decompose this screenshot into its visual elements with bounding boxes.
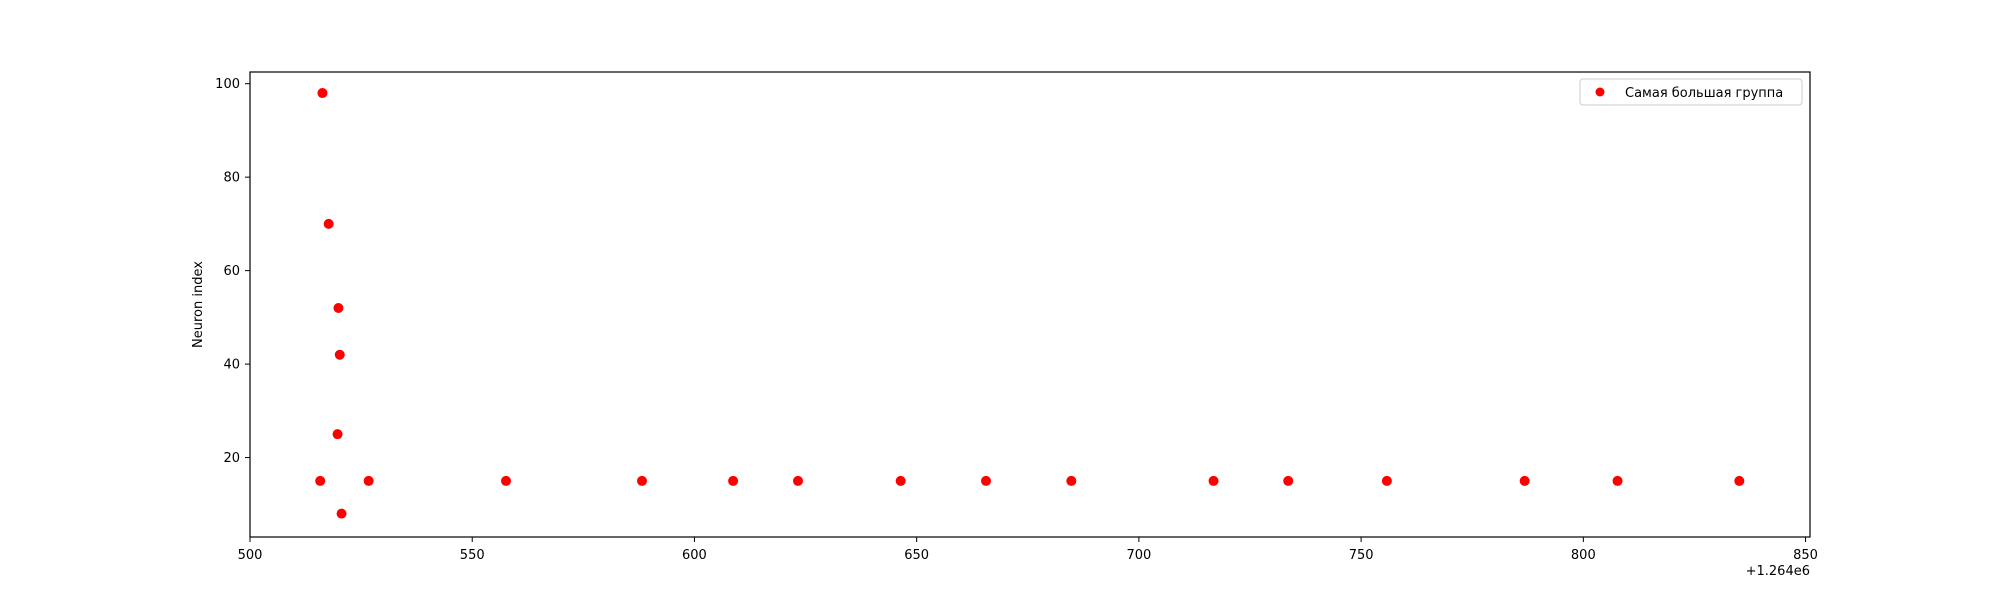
x-tick-label: 700: [1126, 548, 1151, 563]
data-point: [334, 349, 345, 360]
data-point: [1612, 475, 1623, 486]
data-point: [1734, 475, 1745, 486]
plot-frame: [249, 71, 1811, 538]
data-point: [1066, 475, 1077, 486]
data-point: [981, 475, 991, 486]
y-tick-label: 20: [223, 451, 240, 466]
data-point: [1283, 475, 1294, 486]
data-points: [315, 88, 1745, 519]
y-tick-label: 60: [223, 264, 240, 279]
data-point: [1381, 475, 1392, 486]
data-point: [793, 475, 803, 486]
legend: Самая большая группа: [1579, 78, 1803, 106]
data-point: [336, 508, 347, 519]
legend-marker: [1595, 87, 1605, 97]
data-point: [333, 303, 344, 314]
data-point: [1208, 475, 1219, 486]
data-point: [637, 475, 647, 486]
data-point: [895, 475, 906, 486]
data-point: [363, 475, 374, 486]
x-tick-label: 850: [1793, 548, 1818, 563]
x-tick-label: 600: [682, 548, 707, 563]
y-tick-label: 80: [223, 171, 240, 186]
data-point: [332, 429, 343, 440]
x-tick-label: 650: [904, 548, 929, 563]
data-point: [315, 475, 326, 486]
x-tick-label: 500: [238, 548, 263, 563]
data-point: [501, 475, 511, 486]
x-axis-offset-label: +1.264e6: [1746, 564, 1810, 579]
x-tick-label: 800: [1571, 548, 1596, 563]
legend-box: [1579, 78, 1803, 106]
x-tick-label: 750: [1349, 548, 1374, 563]
x-tick-label: 550: [460, 548, 485, 563]
data-point: [728, 475, 739, 486]
y-axis-label: Neuron index: [191, 261, 206, 348]
y-tick-label: 100: [215, 77, 240, 92]
data-point: [317, 88, 328, 99]
data-point: [1519, 475, 1530, 486]
legend-label: Самая большая группа: [1625, 86, 1783, 101]
y-tick-label: 40: [223, 358, 240, 373]
axis-ticks: 500 550 600 650 700 750 800 850 20 40 60 80 100: [215, 77, 1818, 563]
data-point: [323, 218, 334, 229]
